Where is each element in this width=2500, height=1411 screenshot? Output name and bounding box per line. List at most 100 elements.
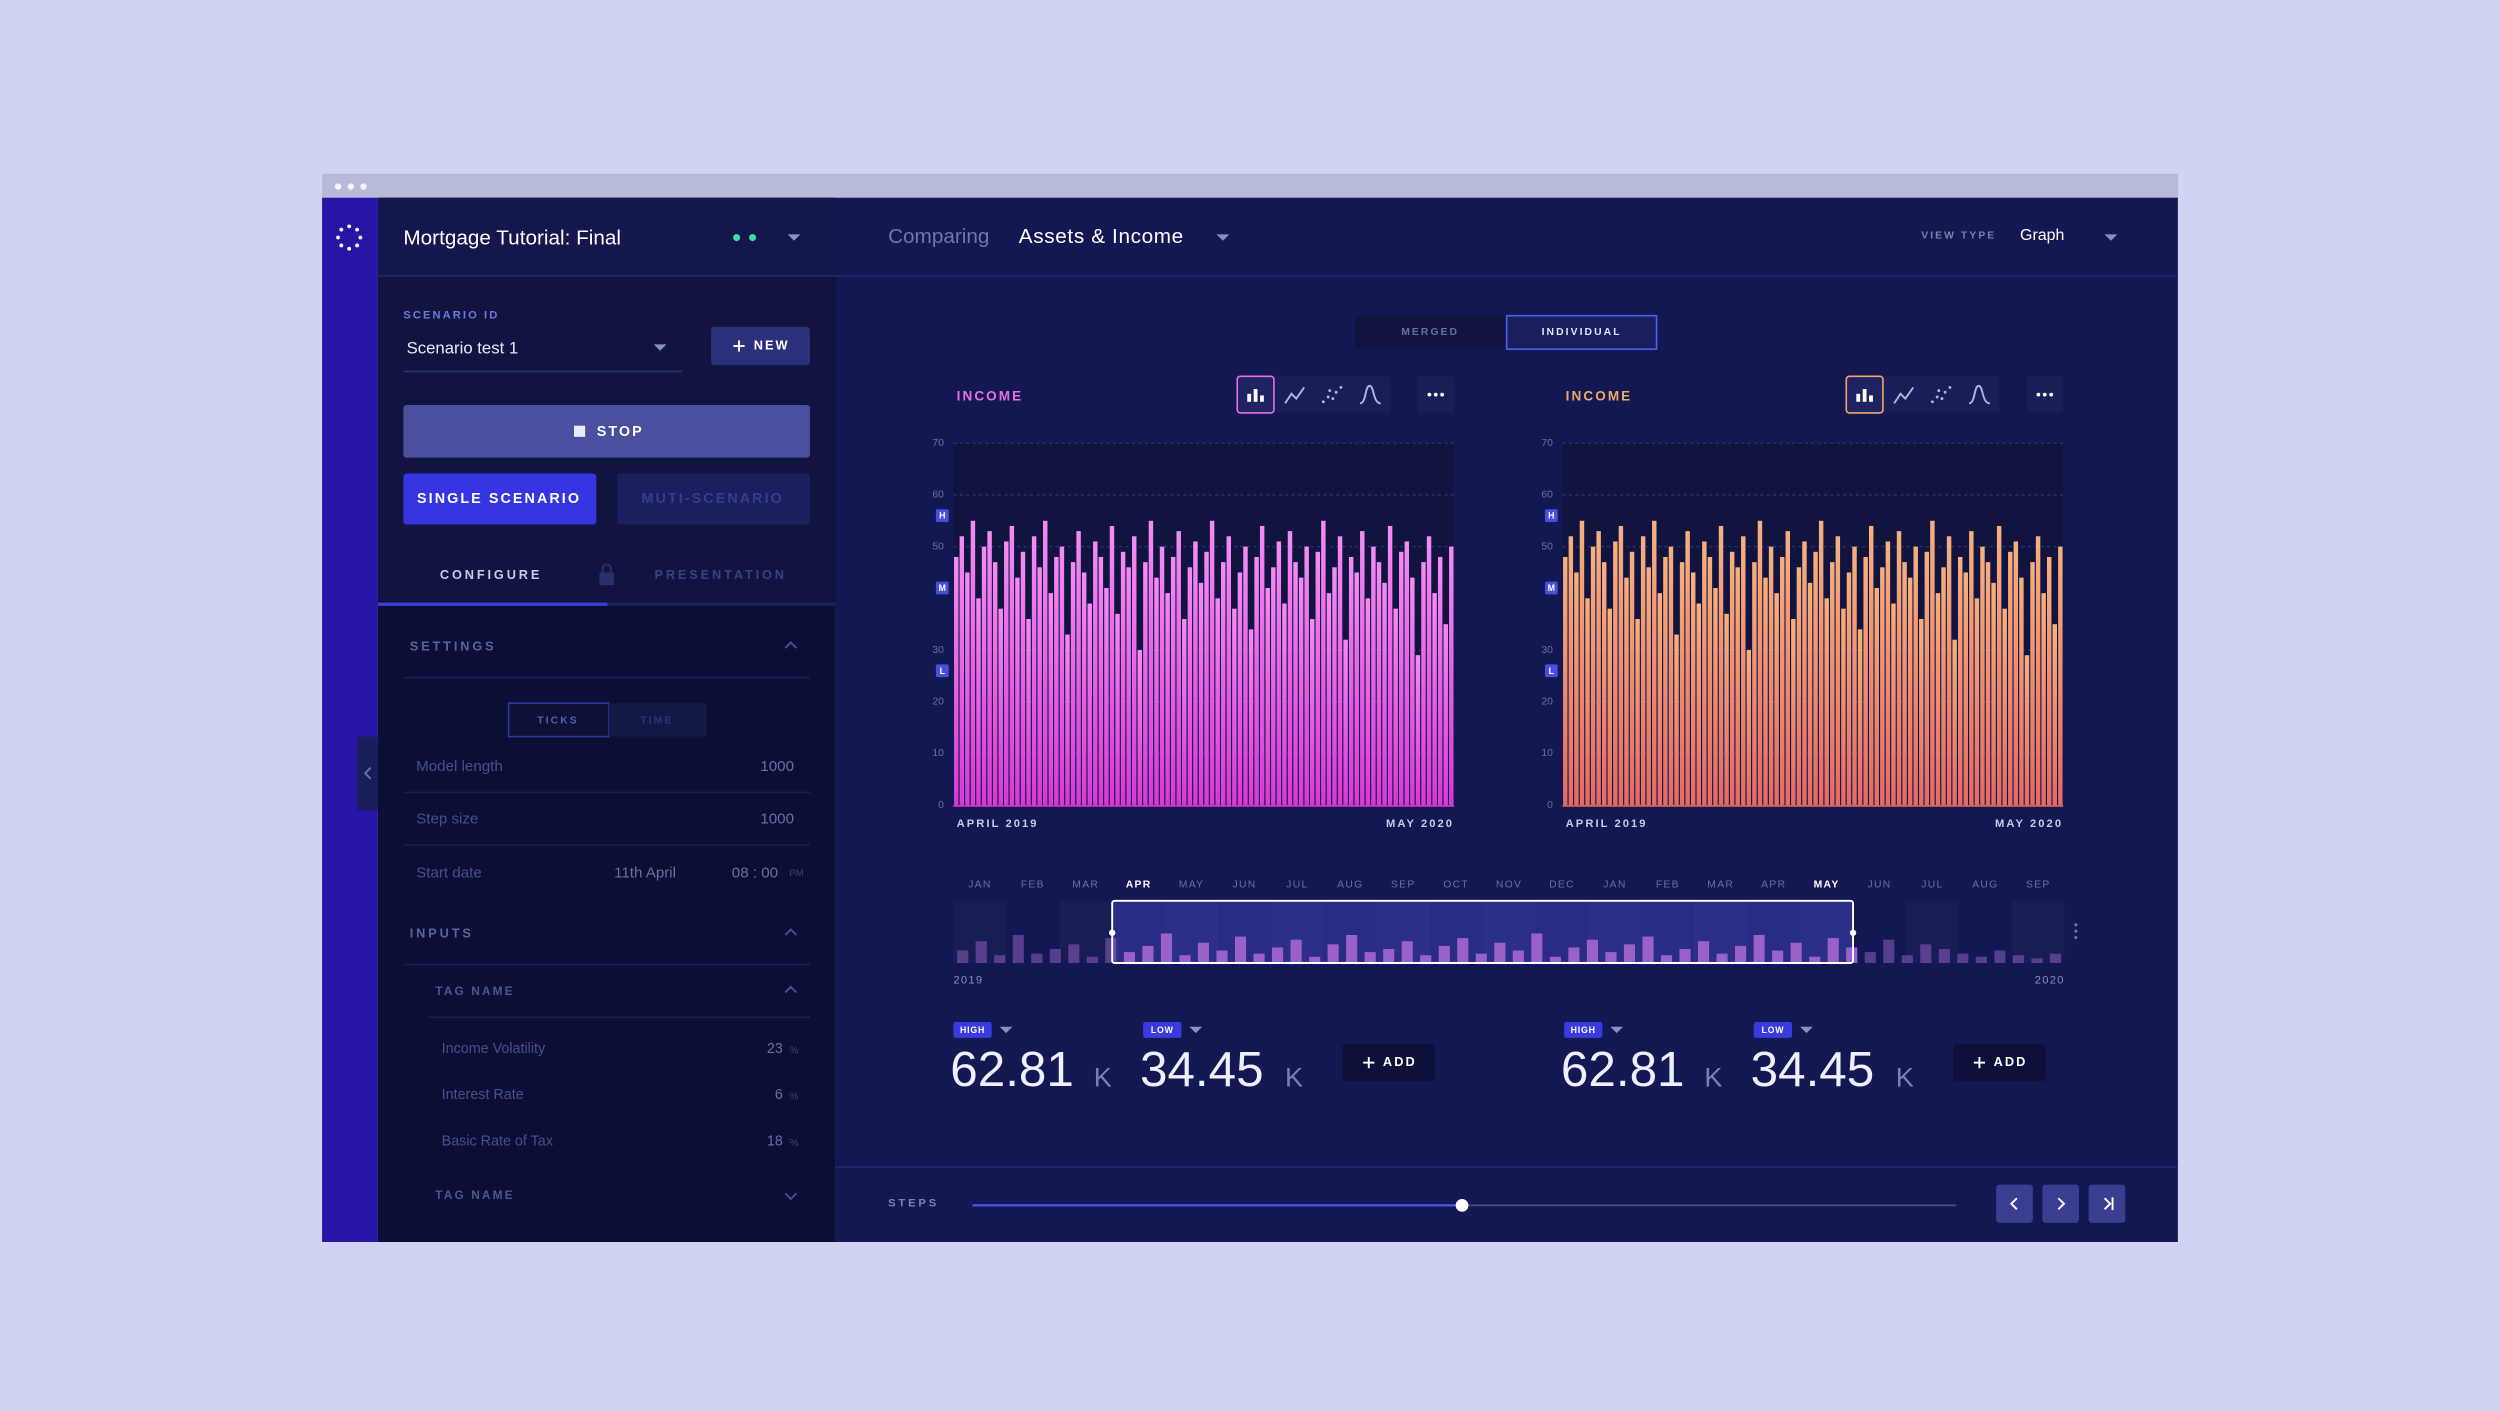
field-unit: %: [789, 1045, 798, 1056]
select-value[interactable]: Scenario test 1: [407, 339, 519, 358]
field-value[interactable]: 6: [775, 1087, 783, 1103]
bar: [1143, 562, 1148, 806]
bar: [1093, 541, 1098, 806]
bar: [1585, 598, 1590, 806]
field-value[interactable]: 18: [767, 1133, 783, 1149]
section-title: INPUTS: [410, 926, 474, 941]
dropdown-caret[interactable]: [999, 1026, 1013, 1034]
timeline-bar: [1457, 938, 1469, 963]
mode-button[interactable]: [403, 473, 597, 525]
badge[interactable]: [1753, 1021, 1793, 1038]
field-unit: %: [789, 1092, 798, 1103]
bar: [1618, 525, 1624, 806]
field-value[interactable]: 23: [767, 1041, 783, 1057]
bar: [1065, 634, 1070, 806]
field-unit: %: [789, 1138, 798, 1149]
nav-button[interactable]: [2088, 1184, 2126, 1223]
plot-area: [953, 443, 1455, 806]
view-toggle[interactable]: [1355, 315, 1506, 350]
bar: [1768, 546, 1774, 806]
dropdown-caret[interactable]: [653, 344, 667, 351]
field-value[interactable]: 11th April: [614, 865, 676, 882]
bar: [2024, 655, 2030, 806]
dropdown-caret[interactable]: [1216, 234, 1230, 241]
timeline-bar: [1716, 953, 1728, 963]
comparing-label: Comparing: [888, 225, 989, 248]
timeline-bar: [1383, 948, 1395, 963]
chevron[interactable]: [363, 767, 372, 780]
icon-line[interactable]: [1284, 386, 1305, 404]
bar: [1624, 577, 1629, 806]
bar: [1209, 520, 1215, 806]
month-label: APR: [1126, 880, 1152, 891]
bar: [1387, 525, 1393, 806]
badge[interactable]: [953, 1021, 992, 1038]
chevron[interactable]: [784, 985, 798, 994]
slider-knob[interactable]: [1455, 1198, 1469, 1212]
view-toggle[interactable]: [1505, 314, 1658, 350]
dropdown-caret[interactable]: [1610, 1026, 1624, 1034]
bar: [1813, 551, 1818, 806]
month-label: APR: [1761, 880, 1786, 891]
icon-curve[interactable]: [1359, 384, 1381, 405]
chevron[interactable]: [784, 641, 798, 649]
y-tick-label: 50: [1541, 541, 1553, 552]
bar: [1629, 551, 1635, 806]
nav-button[interactable]: [1996, 1184, 2033, 1223]
toggle-option[interactable]: [609, 703, 707, 737]
logo-dot: [347, 246, 352, 251]
chevron[interactable]: [2057, 1197, 2066, 1210]
bar: [1796, 567, 1802, 806]
field-value[interactable]: 1000: [760, 810, 794, 827]
y-tick-label: 30: [932, 645, 944, 656]
selection-handle[interactable]: [1849, 929, 1857, 936]
dropdown-caret[interactable]: [2104, 234, 2118, 241]
button-label: NEW: [754, 337, 790, 352]
add-button[interactable]: [1953, 1044, 2046, 1081]
bar: [1668, 546, 1674, 806]
chevron[interactable]: [2009, 1197, 2018, 1210]
comparing-value[interactable]: Assets & Income: [1019, 225, 1184, 248]
timeline-menu-dot: [2074, 935, 2078, 940]
bar: [2035, 536, 2041, 806]
rail: [322, 197, 378, 1242]
field-value[interactable]: 1000: [760, 758, 794, 775]
bar: [1259, 525, 1265, 806]
nav-button[interactable]: [2042, 1184, 2080, 1223]
dropdown-caret[interactable]: [1800, 1026, 1813, 1034]
chevron[interactable]: [784, 928, 798, 936]
bar: [1952, 639, 1957, 806]
selection-handle[interactable]: [1109, 929, 1116, 936]
tab[interactable]: CONFIGURE: [440, 567, 542, 582]
bar: [1215, 598, 1220, 806]
bar: [1232, 608, 1237, 806]
bar: [1154, 577, 1159, 806]
field-value[interactable]: 08 : 00: [732, 865, 778, 882]
level-marker-label: H: [1548, 511, 1554, 521]
collapse-handle[interactable]: [357, 736, 378, 810]
more-dot: [1440, 392, 1445, 397]
chevron[interactable]: [2103, 1197, 2112, 1210]
bar: [1354, 572, 1359, 806]
chevron[interactable]: [784, 1192, 798, 1201]
icon-dot: [1331, 397, 1335, 401]
toggle-option[interactable]: [507, 702, 610, 738]
icon-curve[interactable]: [1968, 384, 1991, 405]
mode-button[interactable]: [617, 473, 810, 525]
icon-line[interactable]: [1893, 386, 1915, 404]
stop-button[interactable]: [403, 404, 810, 458]
badge[interactable]: [1143, 1021, 1182, 1038]
view-type-value[interactable]: Graph: [2020, 227, 2064, 244]
bar: [1081, 572, 1087, 806]
new-button[interactable]: [711, 326, 810, 366]
level-marker-label: H: [939, 511, 945, 521]
sidebar-header: [377, 197, 836, 276]
badge[interactable]: [1564, 1021, 1603, 1038]
timeline-bar: [1253, 953, 1265, 963]
dropdown-caret[interactable]: [1189, 1026, 1203, 1034]
timeline-bar: [994, 955, 1006, 963]
dropdown-caret[interactable]: [787, 234, 801, 241]
bar: [1885, 541, 1891, 806]
add-button[interactable]: [1342, 1044, 1435, 1081]
tab[interactable]: PRESENTATION: [654, 567, 786, 582]
